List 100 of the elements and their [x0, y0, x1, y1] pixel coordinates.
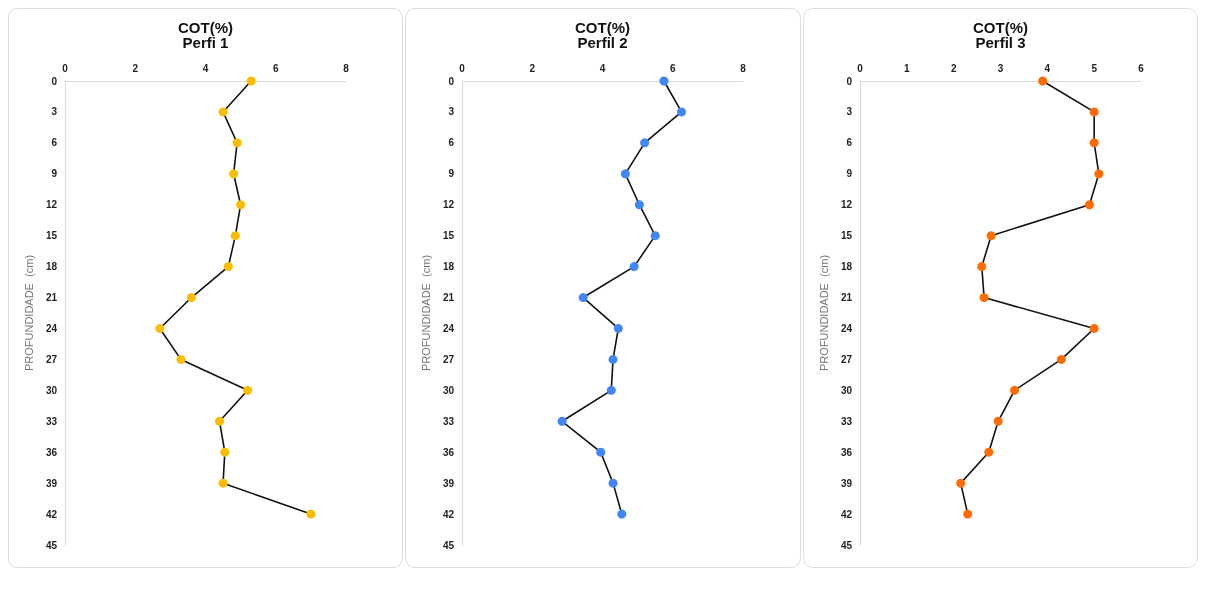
y-tick-label: 30	[443, 384, 455, 396]
y-tick-label: 18	[443, 261, 455, 273]
chart-title: COT(%)	[972, 19, 1028, 36]
y-tick-label: 24	[840, 322, 853, 334]
y-axis-title: PROFUNDIDADE (cm)	[23, 254, 36, 372]
y-tick-label: 15	[45, 230, 58, 242]
y-tick-label: 27	[45, 353, 58, 365]
point	[232, 138, 242, 148]
y-tick-label: 0	[448, 75, 455, 87]
y-tick-label: 21	[840, 292, 853, 304]
x-tick-label: 1	[903, 62, 910, 74]
y-tick-label: 21	[443, 292, 455, 304]
y-tick-label: 3	[51, 106, 58, 118]
x-tick-label: 6	[1137, 62, 1144, 74]
point	[608, 354, 618, 364]
point	[176, 354, 186, 364]
y-tick-label: 33	[840, 415, 853, 427]
x-tick-label: 2	[529, 62, 536, 74]
y-tick-label: 0	[51, 75, 58, 87]
point	[635, 200, 645, 210]
y-tick-label: 42	[840, 508, 853, 520]
y-tick-label: 12	[45, 199, 58, 211]
point	[1037, 76, 1047, 86]
chart-title: COT(%)	[178, 19, 233, 36]
point	[1094, 169, 1104, 179]
point	[979, 293, 989, 303]
y-tick-label: 0	[846, 75, 853, 87]
y-tick-label: 24	[443, 322, 455, 334]
y-tick-label: 27	[443, 353, 455, 365]
y-tick-label: 18	[45, 261, 58, 273]
point	[640, 138, 650, 148]
y-tick-label: 30	[840, 384, 853, 396]
y-tick-label: 42	[45, 508, 58, 520]
point	[617, 509, 627, 519]
y-axis-title: PROFUNDIDADE (cm)	[420, 254, 433, 372]
y-tick-label: 36	[45, 446, 58, 458]
point	[986, 231, 996, 241]
y-tick-label: 9	[448, 168, 455, 180]
y-tick-label: 3	[448, 106, 455, 118]
x-tick-label: 2	[132, 62, 139, 74]
y-tick-label: 6	[846, 137, 853, 149]
x-tick-label: 3	[997, 62, 1004, 74]
point	[596, 447, 606, 457]
point	[993, 416, 1003, 426]
point	[215, 416, 225, 426]
y-tick-label: 15	[443, 230, 455, 242]
point	[607, 385, 617, 395]
point	[243, 385, 253, 395]
point	[1089, 107, 1099, 117]
x-tick-label: 0	[62, 62, 69, 74]
y-tick-label: 36	[840, 446, 853, 458]
y-tick-label: 24	[45, 322, 58, 334]
y-tick-label: 45	[840, 539, 853, 551]
y-tick-label: 39	[443, 477, 455, 489]
y-tick-label: 21	[45, 292, 58, 304]
y-tick-label: 9	[51, 168, 58, 180]
point	[306, 509, 316, 519]
point	[1089, 138, 1099, 148]
x-tick-label: 4	[600, 62, 607, 74]
point	[1009, 385, 1019, 395]
point	[186, 293, 196, 303]
point	[155, 323, 165, 333]
point	[1089, 323, 1099, 333]
point	[218, 478, 228, 488]
y-tick-label: 30	[45, 384, 58, 396]
point	[220, 447, 230, 457]
y-tick-label: 36	[443, 446, 455, 458]
point	[246, 76, 256, 86]
y-tick-label: 39	[840, 477, 853, 489]
point	[677, 107, 687, 117]
chart-title: COT(%)	[575, 19, 631, 36]
point	[962, 509, 972, 519]
point	[557, 416, 567, 426]
y-tick-label: 15	[840, 230, 853, 242]
y-tick-label: 6	[51, 137, 58, 149]
point	[236, 200, 246, 210]
point	[659, 76, 669, 86]
x-tick-label: 4	[202, 62, 209, 74]
point	[223, 262, 233, 272]
point	[1084, 200, 1094, 210]
point	[230, 231, 240, 241]
y-tick-label: 33	[443, 415, 455, 427]
point	[218, 107, 228, 117]
x-tick-label: 8	[343, 62, 350, 74]
y-tick-label: 27	[840, 353, 853, 365]
point	[614, 323, 624, 333]
point	[608, 478, 618, 488]
y-tick-label: 45	[443, 539, 455, 551]
x-tick-label: 2	[950, 62, 957, 74]
point	[976, 262, 986, 272]
x-tick-label: 8	[740, 62, 747, 74]
y-tick-label: 39	[45, 477, 58, 489]
x-tick-label: 5	[1091, 62, 1098, 74]
point	[651, 231, 661, 241]
x-tick-label: 6	[272, 62, 279, 74]
y-tick-label: 12	[443, 199, 455, 211]
x-tick-label: 0	[459, 62, 466, 74]
point	[629, 262, 639, 272]
x-tick-label: 0	[856, 62, 863, 74]
y-tick-label: 45	[45, 539, 58, 551]
